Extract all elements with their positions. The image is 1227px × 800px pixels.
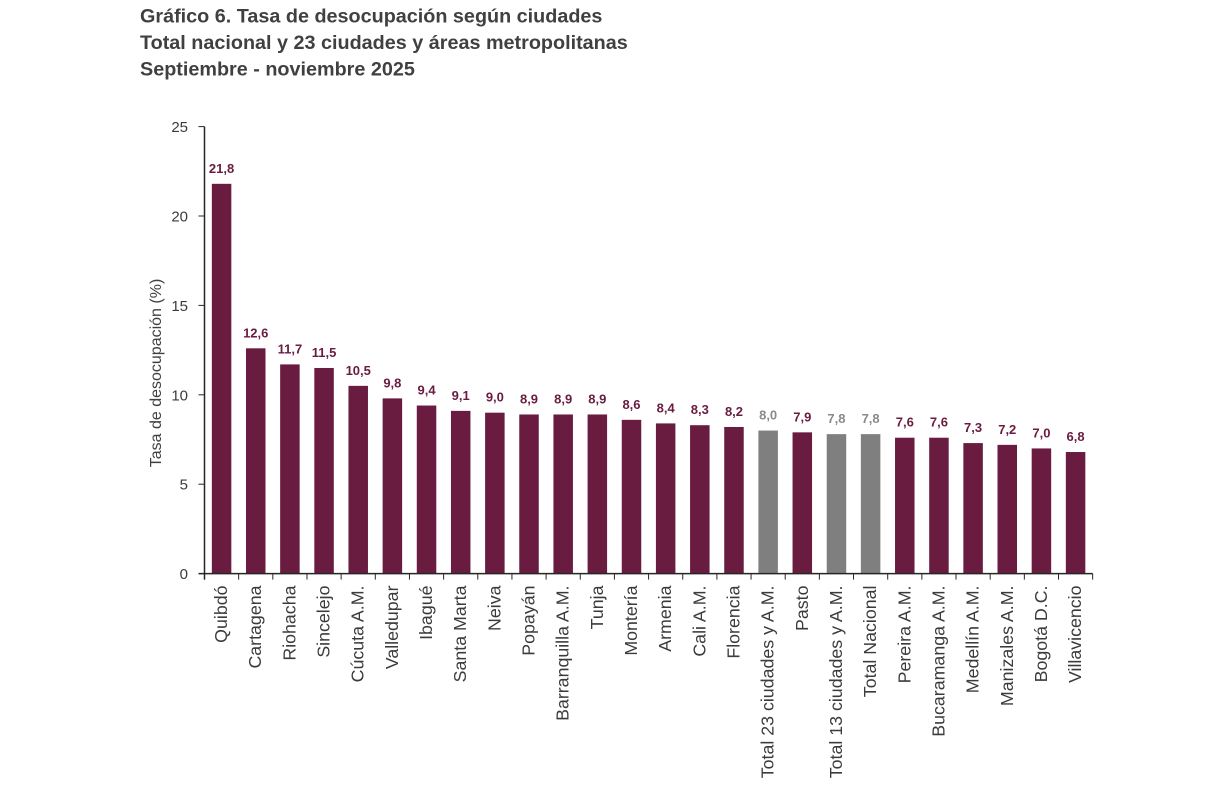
- svg-text:Quibdó: Quibdó: [211, 585, 231, 642]
- svg-text:Gráfico 6. Tasa de desocupació: Gráfico 6. Tasa de desocupación según ci…: [140, 6, 602, 28]
- svg-text:Riohacha: Riohacha: [279, 585, 299, 660]
- svg-text:Florencia: Florencia: [723, 585, 743, 658]
- svg-text:8,0: 8,0: [759, 408, 777, 423]
- svg-text:7,3: 7,3: [964, 420, 982, 435]
- svg-text:Cartagena: Cartagena: [245, 585, 265, 668]
- svg-text:7,8: 7,8: [827, 411, 845, 426]
- svg-text:Cali A.M.: Cali A.M.: [689, 586, 709, 657]
- svg-text:8,6: 8,6: [622, 397, 640, 412]
- svg-text:Tunja: Tunja: [587, 585, 607, 629]
- svg-text:8,9: 8,9: [520, 391, 538, 406]
- svg-text:7,6: 7,6: [896, 415, 914, 430]
- svg-text:Neiva: Neiva: [484, 585, 504, 631]
- svg-text:7,8: 7,8: [862, 411, 880, 426]
- svg-text:21,8: 21,8: [209, 161, 234, 176]
- svg-text:Medellín A.M.: Medellín A.M.: [963, 586, 983, 694]
- svg-text:11,5: 11,5: [312, 345, 337, 360]
- svg-text:Cúcuta A.M.: Cúcuta A.M.: [348, 586, 368, 683]
- svg-text:Armenia: Armenia: [655, 585, 675, 651]
- svg-text:10,5: 10,5: [346, 363, 371, 378]
- svg-text:Total 13 ciudades y A.M.: Total 13 ciudades y A.M.: [826, 585, 846, 778]
- svg-text:Valledupar: Valledupar: [382, 585, 402, 669]
- svg-text:11,7: 11,7: [278, 341, 303, 356]
- svg-text:7,0: 7,0: [1032, 425, 1050, 440]
- svg-text:Tasa de desocupación (%): Tasa de desocupación (%): [148, 279, 165, 468]
- svg-text:Sincelejo: Sincelejo: [314, 585, 334, 657]
- svg-text:Pasto: Pasto: [792, 585, 812, 631]
- svg-text:12,6: 12,6: [243, 325, 268, 340]
- svg-text:9,0: 9,0: [486, 390, 504, 405]
- svg-text:Santa Marta: Santa Marta: [450, 585, 470, 682]
- svg-text:Villavicencio: Villavicencio: [1065, 585, 1085, 683]
- svg-text:Bucaramanga A.M.: Bucaramanga A.M.: [928, 585, 948, 736]
- svg-text:20: 20: [171, 209, 188, 226]
- svg-text:7,2: 7,2: [998, 422, 1016, 437]
- svg-text:Ibagué: Ibagué: [416, 585, 436, 639]
- svg-text:9,8: 9,8: [383, 375, 401, 390]
- svg-text:Popayán: Popayán: [519, 586, 539, 656]
- svg-text:0: 0: [180, 566, 188, 583]
- svg-text:Pereira A.M.: Pereira A.M.: [894, 586, 914, 684]
- svg-text:Manizales A.M.: Manizales A.M.: [997, 586, 1017, 707]
- svg-text:Total nacional y 23 ciudades y: Total nacional y 23 ciudades y áreas met…: [140, 32, 628, 54]
- svg-text:9,4: 9,4: [418, 383, 437, 398]
- svg-text:10: 10: [171, 387, 188, 404]
- svg-text:Bogotá D.C.: Bogotá D.C.: [1031, 586, 1051, 683]
- svg-text:6,8: 6,8: [1067, 429, 1085, 444]
- svg-text:Total Nacional: Total Nacional: [860, 586, 880, 698]
- svg-text:15: 15: [171, 298, 188, 315]
- svg-text:25: 25: [171, 119, 188, 136]
- svg-text:5: 5: [180, 477, 188, 494]
- svg-text:7,6: 7,6: [930, 415, 948, 430]
- svg-text:Septiembre - noviembre 2025: Septiembre - noviembre 2025: [140, 59, 415, 81]
- svg-text:Montería: Montería: [621, 585, 641, 655]
- svg-text:Barranquilla A.M.: Barranquilla A.M.: [553, 586, 573, 721]
- svg-text:7,9: 7,9: [793, 409, 811, 424]
- svg-text:8,9: 8,9: [588, 391, 606, 406]
- svg-text:8,4: 8,4: [657, 400, 676, 415]
- svg-text:8,2: 8,2: [725, 404, 743, 419]
- svg-text:9,1: 9,1: [452, 388, 470, 403]
- svg-text:8,3: 8,3: [691, 402, 709, 417]
- svg-text:Total 23 ciudades y A.M.: Total 23 ciudades y A.M.: [758, 586, 778, 779]
- svg-text:8,9: 8,9: [554, 391, 572, 406]
